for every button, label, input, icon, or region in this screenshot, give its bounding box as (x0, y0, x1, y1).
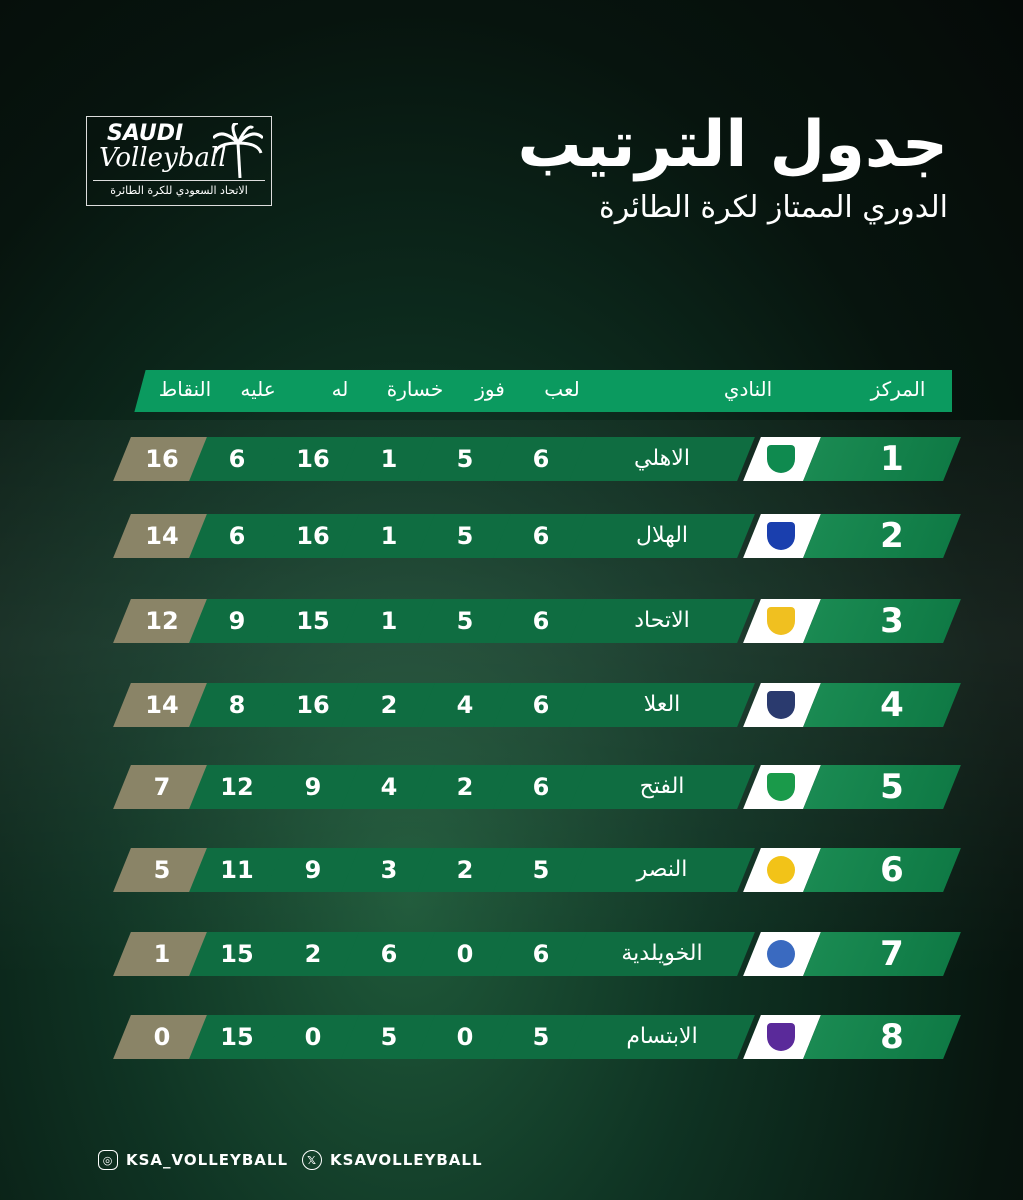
played-value: 6 (532, 607, 550, 635)
col-rank: المركز (870, 377, 926, 401)
for-value: 16 (296, 522, 330, 550)
table-row: 14 6 16 1 5 6 الهلال 2 (0, 514, 1023, 558)
x-icon: 𝕏 (302, 1150, 323, 1170)
against-value: 6 (228, 445, 246, 473)
page-title: جدول الترتيب (517, 108, 949, 182)
lost-value: 3 (380, 856, 398, 884)
lost-value: 1 (380, 607, 398, 635)
table-row: 12 9 15 1 5 6 الاتحاد 3 (0, 599, 1023, 643)
against-value: 11 (220, 856, 254, 884)
al-fateh-crest-icon (767, 773, 795, 801)
for-value: 9 (304, 773, 322, 801)
al-ahli-crest-icon (767, 445, 795, 473)
col-lost: خسارة (386, 377, 444, 401)
club-value: النصر (636, 857, 688, 882)
lost-value: 6 (380, 940, 398, 968)
rank-value: 2 (880, 516, 904, 556)
al-hilal-crest-icon (767, 522, 795, 550)
won-value: 0 (456, 1023, 474, 1051)
table-row: 1 15 2 6 0 6 الخويلدية 7 (0, 932, 1023, 976)
table-row: 5 11 9 3 2 5 النصر 6 (0, 848, 1023, 892)
al-ibtisam-crest-icon (767, 1023, 795, 1051)
played-value: 5 (532, 856, 550, 884)
lost-value: 4 (380, 773, 398, 801)
col-club: النادي (723, 377, 773, 401)
rank-value: 1 (880, 439, 904, 479)
against-value: 15 (220, 1023, 254, 1051)
for-value: 2 (304, 940, 322, 968)
for-value: 16 (296, 445, 330, 473)
col-played: لعب (544, 377, 580, 401)
x-handle[interactable]: KSAVOLLEYBALL (330, 1151, 483, 1169)
page-subtitle: الدوري الممتاز لكرة الطائرة (599, 190, 948, 225)
al-nassr-crest-icon (767, 856, 795, 884)
played-value: 6 (532, 940, 550, 968)
instagram-handle[interactable]: KSA_VOLLEYBALL (126, 1151, 289, 1169)
col-won: فوز (475, 377, 505, 401)
played-value: 6 (532, 445, 550, 473)
al-khuwaildiya-crest-icon (767, 940, 795, 968)
lost-value: 1 (380, 522, 398, 550)
played-value: 6 (532, 773, 550, 801)
table-header (150, 370, 952, 412)
won-value: 2 (456, 773, 474, 801)
club-value: الابتسام (626, 1024, 698, 1049)
col-points: النقاط (158, 377, 212, 401)
table-row: 0 15 0 5 0 5 الابتسام 8 (0, 1015, 1023, 1059)
col-against: عليه (240, 377, 276, 401)
won-value: 5 (456, 607, 474, 635)
won-value: 0 (456, 940, 474, 968)
lost-value: 5 (380, 1023, 398, 1051)
points-value: 14 (145, 522, 179, 550)
against-value: 9 (228, 607, 246, 635)
points-value: 0 (153, 1023, 171, 1051)
rank-value: 5 (880, 767, 904, 807)
points-value: 5 (153, 856, 171, 884)
palm-tree-icon (213, 123, 263, 178)
for-value: 9 (304, 856, 322, 884)
rank-value: 4 (880, 685, 904, 725)
rank-value: 8 (880, 1017, 904, 1057)
played-value: 5 (532, 1023, 550, 1051)
for-value: 0 (304, 1023, 322, 1051)
against-value: 15 (220, 940, 254, 968)
lost-value: 2 (380, 691, 398, 719)
won-value: 5 (456, 522, 474, 550)
for-value: 15 (296, 607, 330, 635)
club-value: الخويلدية (621, 941, 703, 966)
against-value: 12 (220, 773, 254, 801)
rank-value: 7 (880, 934, 904, 974)
col-for: له (331, 377, 349, 401)
alula-crest-icon (767, 691, 795, 719)
federation-logo: SAUDI Volleyball الاتحاد السعودي للكرة ا… (86, 116, 272, 206)
for-value: 16 (296, 691, 330, 719)
club-value: العلا (643, 692, 681, 717)
against-value: 8 (228, 691, 246, 719)
played-value: 6 (532, 691, 550, 719)
points-value: 16 (145, 445, 179, 473)
instagram-icon: ◎ (98, 1150, 118, 1170)
points-value: 12 (145, 607, 179, 635)
table-row: 7 12 9 4 2 6 الفتح 5 (0, 765, 1023, 809)
points-value: 1 (153, 940, 171, 968)
points-value: 7 (153, 773, 171, 801)
footer-social: ◎ KSA_VOLLEYBALL 𝕏 KSAVOLLEYBALL (98, 1150, 483, 1170)
won-value: 5 (456, 445, 474, 473)
club-value: الاهلي (634, 446, 690, 471)
points-value: 14 (145, 691, 179, 719)
rank-value: 6 (880, 850, 904, 890)
club-value: الهلال (635, 523, 689, 548)
won-value: 4 (456, 691, 474, 719)
al-ittihad-crest-icon (767, 607, 795, 635)
table-row: 14 8 16 2 4 6 العلا 4 (0, 683, 1023, 727)
table-row: 16 6 16 1 5 6 الاهلي 1 (0, 437, 1023, 481)
against-value: 6 (228, 522, 246, 550)
rank-value: 3 (880, 601, 904, 641)
club-value: الاتحاد (634, 608, 690, 633)
club-value: الفتح (639, 774, 685, 799)
won-value: 2 (456, 856, 474, 884)
lost-value: 1 (380, 445, 398, 473)
played-value: 6 (532, 522, 550, 550)
